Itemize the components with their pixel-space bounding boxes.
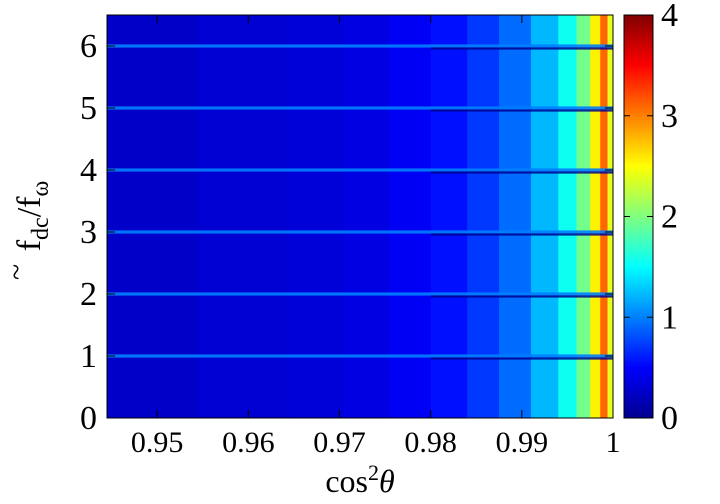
- colorbar-tick-label: 1: [661, 299, 678, 336]
- heatmap-cell: [558, 15, 578, 418]
- colorbar-tick-label: 2: [661, 199, 678, 236]
- y-axis-label: fdc/fω: [11, 181, 54, 252]
- x-tick-label: 1: [606, 426, 621, 459]
- heatmap-cell: [590, 15, 601, 418]
- resonance-line: [107, 168, 613, 172]
- x-tick-label: 0.95: [131, 426, 184, 459]
- x-tick-label: 0.99: [496, 426, 549, 459]
- resonance-line-shadow: [430, 357, 613, 360]
- resonance-line: [107, 292, 613, 296]
- resonance-line-shadow: [430, 47, 613, 50]
- y-tick-label: 1: [80, 338, 97, 375]
- heatmap-cell: [344, 15, 391, 418]
- resonance-line: [107, 230, 613, 234]
- colorbar-tick-label: 4: [661, 0, 678, 34]
- heatmap-cell: [607, 15, 613, 418]
- x-axis-label: cos2θ: [325, 460, 394, 499]
- x-tick-label: 0.98: [404, 426, 457, 459]
- heatmap-cell: [430, 15, 468, 418]
- heatmap-cell: [389, 15, 432, 418]
- resonance-line-shadow: [430, 171, 613, 174]
- x-tick-label: 0.96: [222, 426, 275, 459]
- heatmap-cell: [107, 15, 199, 418]
- heatmap-cell: [576, 15, 591, 418]
- colorbar-tick-label: 0: [661, 400, 678, 437]
- x-tick-label: 0.97: [313, 426, 366, 459]
- y-tick-label: 0: [80, 400, 97, 437]
- y-tick-label: 5: [80, 90, 97, 127]
- y-axis: 0 1 2 3 4 5 6: [80, 28, 613, 437]
- heatmap-cell: [530, 15, 559, 418]
- colorbar-tick-label: 3: [661, 98, 678, 135]
- resonance-line-shadow: [430, 109, 613, 112]
- heatmap-cell: [499, 15, 532, 418]
- y-tick-label: 3: [80, 214, 97, 251]
- colorbar-ticks: 0 1 2 3 4: [624, 0, 678, 437]
- resonance-line-shadow: [430, 295, 613, 298]
- heatmap-cell: [198, 15, 290, 418]
- heatmap-cell: [600, 15, 609, 418]
- y-tick-label: 6: [80, 28, 97, 65]
- heatmap-cell: [289, 15, 345, 418]
- resonance-line: [107, 106, 613, 110]
- resonance-line: [107, 44, 613, 48]
- resonance-lines: [107, 44, 613, 360]
- heatmap-cell: [467, 15, 500, 418]
- y-tick-label: 2: [80, 276, 97, 313]
- colorbar: 0 1 2 3 4: [623, 0, 678, 437]
- y-axis-label-tilde: ~: [0, 264, 33, 280]
- heatmap-area: [107, 15, 613, 418]
- plot-frame: [106, 14, 614, 419]
- resonance-line: [107, 354, 613, 358]
- resonance-line-shadow: [430, 233, 613, 236]
- x-axis: 0.95 0.96 0.97 0.98 0.99 1: [131, 15, 621, 459]
- y-tick-label: 4: [80, 152, 97, 189]
